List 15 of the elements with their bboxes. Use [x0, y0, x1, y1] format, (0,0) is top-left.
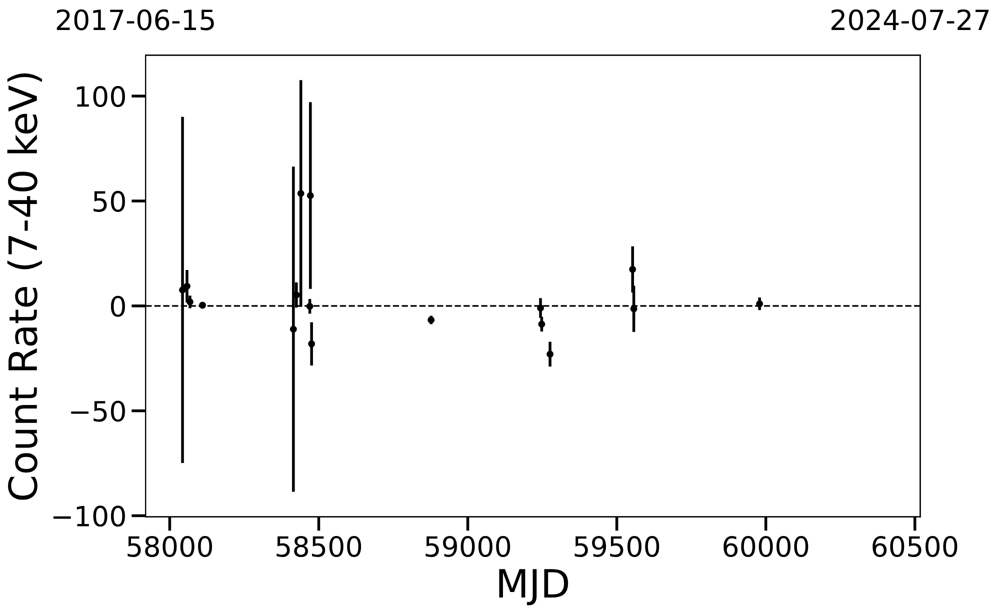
x-tick-label: 58000: [128, 536, 212, 558]
x-tick-label: 59500: [574, 536, 660, 558]
y-tick-label: 50: [94, 190, 125, 212]
x2-tick-label: 2024-07-27: [832, 9, 989, 30]
y-tick-label: −100: [53, 506, 125, 527]
y-tick-label: −50: [71, 400, 125, 422]
x2-tick-label: 2017-06-15: [56, 9, 214, 30]
y-tick-label: 0: [110, 296, 125, 317]
y-tick-label: 100: [76, 86, 125, 108]
y-axis-title: Count Rate (7-40 keV): [7, 73, 42, 500]
x-axis-title: MJD: [499, 569, 568, 606]
x-tick-label: 60500: [872, 536, 958, 558]
x-tick-label: 60000: [724, 536, 808, 558]
x-tick-label: 58500: [276, 536, 362, 558]
x-tick-label: 59000: [426, 536, 510, 558]
